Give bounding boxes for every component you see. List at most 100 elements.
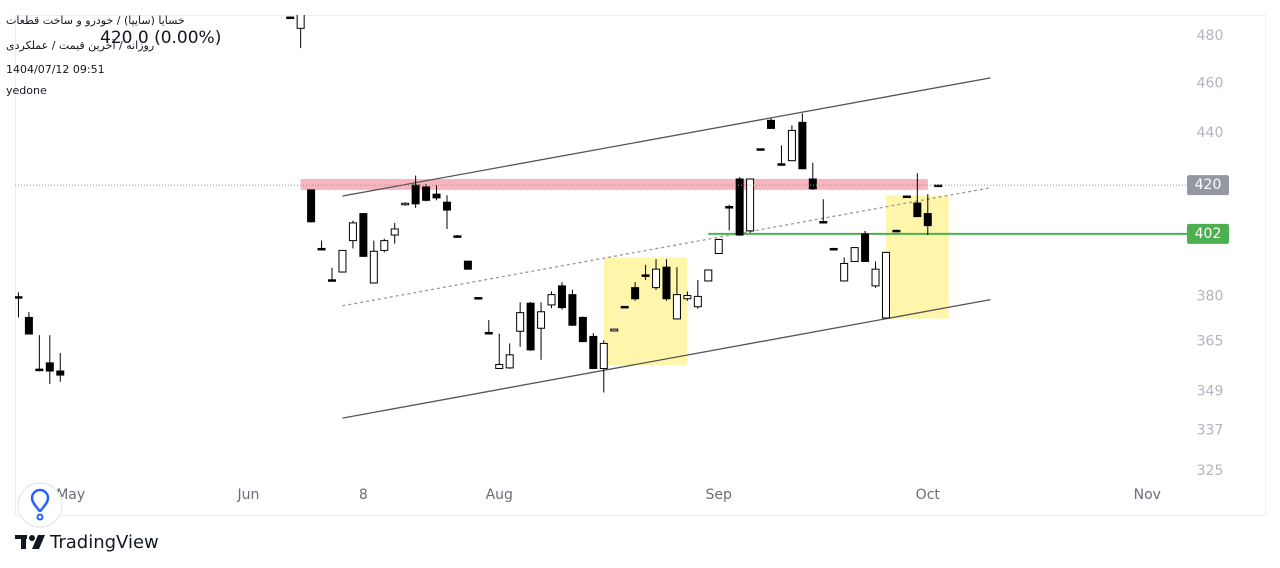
y-tick-label: 365 (1197, 334, 1224, 350)
candle-body (923, 213, 932, 227)
candle-body (296, 15, 305, 29)
y-tick-label: 349 (1197, 384, 1224, 400)
candle-body (484, 331, 493, 335)
candle-body (338, 249, 347, 273)
candles (15, 15, 943, 393)
brand: TradingView (49, 532, 159, 553)
highlight-zone (300, 178, 928, 190)
candle-body (746, 178, 755, 232)
candle-body (934, 184, 943, 188)
candle-body (474, 297, 483, 300)
candle-body (369, 250, 378, 284)
candle-body (317, 247, 326, 251)
candle-body (15, 296, 23, 299)
candle-body (599, 342, 608, 370)
candle-body (328, 279, 337, 282)
candle-body (35, 368, 44, 372)
x-tick-label: May (56, 487, 85, 503)
candle-body (881, 251, 890, 319)
candle-body (422, 186, 431, 201)
candle-body (704, 269, 713, 282)
candle-body (516, 312, 525, 332)
candle-body (714, 238, 723, 255)
candle-body (840, 262, 849, 282)
y-tick-label: 380 (1197, 289, 1224, 305)
candle-body (725, 206, 734, 209)
y-tick-label: 325 (1197, 463, 1224, 479)
candle-body (45, 362, 54, 372)
candle-body (463, 260, 472, 270)
candle-body (380, 240, 389, 251)
x-tick-label: Nov (1134, 487, 1161, 503)
candle-body (662, 266, 671, 300)
chart-frame (15, 15, 1266, 516)
candle-body (557, 285, 566, 309)
candle-body (892, 229, 901, 233)
candle-body (589, 335, 598, 370)
candle-body (829, 247, 838, 251)
trend-line (342, 77, 991, 197)
candle-body (24, 316, 33, 335)
candle-body (672, 294, 681, 320)
candle-body (683, 295, 692, 300)
candle-body (631, 287, 640, 300)
trend-line (342, 298, 991, 419)
x-tick-label: Aug (486, 487, 513, 503)
interval: روزانه / آخرین قیمت / عملکردی (6, 39, 155, 52)
dashed-line (342, 187, 991, 307)
candle-body (693, 295, 702, 308)
candle-body (787, 129, 796, 162)
level-badge (1187, 223, 1229, 244)
candle-body (401, 202, 410, 206)
candle-body (505, 354, 514, 369)
x-tick-label: Sep (706, 487, 733, 503)
candle-body (453, 235, 462, 238)
candle-body (495, 363, 504, 370)
candle-body (913, 202, 922, 218)
candle-body (286, 16, 295, 20)
candle-body (767, 119, 776, 129)
drawings (300, 77, 1187, 419)
candle-body (411, 184, 420, 205)
candle-body (735, 178, 744, 236)
last-price-label: 420 (1195, 177, 1222, 193)
candle-body (808, 178, 817, 190)
candle-body (756, 148, 765, 151)
tv-logo-mark (15, 535, 45, 549)
candle-body (620, 305, 629, 309)
candle-body (871, 268, 880, 287)
last-price-badge (1187, 175, 1229, 196)
candle-body (777, 163, 786, 166)
y-tick-label: 460 (1197, 76, 1224, 92)
candle-body (798, 121, 807, 170)
candle-body (359, 213, 368, 257)
y-tick-label: 337 (1197, 423, 1224, 439)
candle-body (442, 201, 451, 211)
datetime: 1404/07/12 09:51 (6, 63, 105, 76)
candle-body (641, 274, 650, 277)
candle-body (861, 233, 870, 262)
candle-body (850, 247, 859, 262)
candle-body (568, 294, 577, 326)
candle-body (547, 294, 556, 306)
author: yedone (6, 84, 47, 97)
candle-body (307, 189, 316, 223)
candle-body (537, 311, 546, 329)
candle-body (432, 193, 441, 199)
x-tick-label: 8 (359, 487, 368, 503)
candle-body (610, 328, 619, 332)
tv-pin-logo (17, 482, 63, 528)
candle-body (578, 316, 587, 343)
symbol: خسایا (سایپا) / خودرو و ساخت قطعات (6, 14, 185, 27)
candle-body (56, 370, 65, 376)
x-tick-label: Jun (236, 487, 259, 503)
candle-body (390, 228, 399, 236)
y-tick-label: 480 (1197, 28, 1224, 44)
candle-body (819, 221, 828, 224)
level-label: 402 (1195, 226, 1222, 242)
candle-body (652, 268, 661, 289)
x-tick-label: Oct (916, 487, 941, 503)
candle-body (348, 222, 357, 242)
